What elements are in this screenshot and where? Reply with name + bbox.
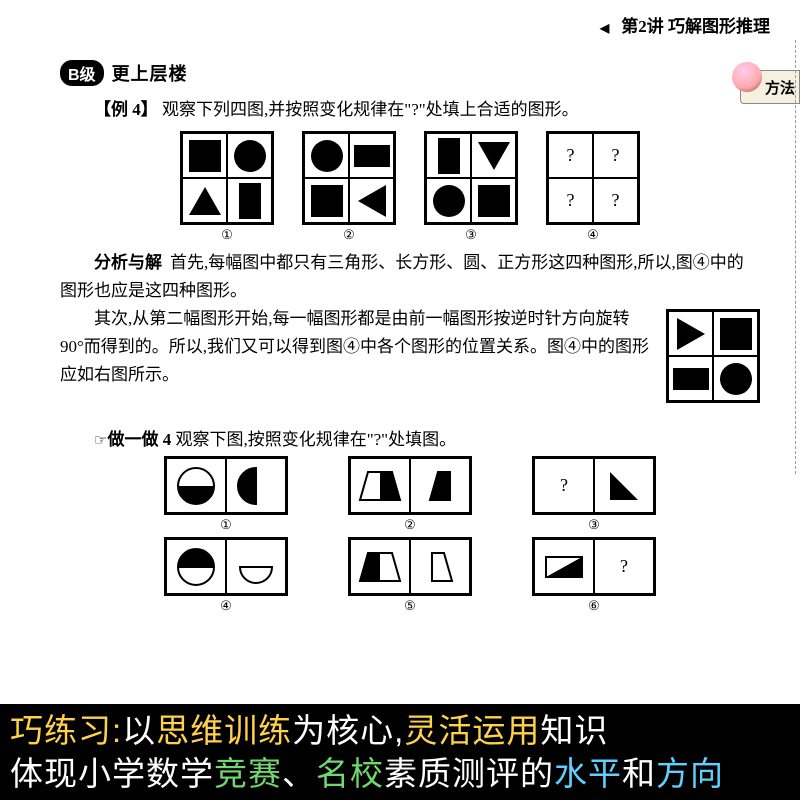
banner-line-2: 体现小学数学竞赛、名校素质测评的水平和方向 xyxy=(10,753,790,796)
square-icon xyxy=(311,185,343,217)
grid-2: ② xyxy=(302,131,396,243)
rect-icon xyxy=(673,368,709,390)
hand-icon: ☞ xyxy=(94,433,107,449)
pair-5-label: ⑤ xyxy=(404,598,416,614)
square-icon xyxy=(720,318,752,350)
page-divider xyxy=(795,40,796,474)
pair-6: ? ⑥ xyxy=(532,537,656,614)
banner-text: 素质测评的 xyxy=(384,755,554,792)
example-4-grids: ① ② ③ ? ? ? ? xyxy=(60,131,760,243)
banner-text: 巧练习: xyxy=(10,712,122,749)
trapezoid-half-icon xyxy=(418,466,462,506)
pair-5: ⑤ xyxy=(348,537,472,614)
analysis-p1: 首先,每幅图中都只有三角形、长方形、圆、正方形这四种图形,所以,图④中的图形也应… xyxy=(60,253,744,300)
banner-text: 名校 xyxy=(316,755,384,792)
circle-half-top-icon xyxy=(176,547,216,587)
mascot-icon xyxy=(732,62,762,92)
question-mark: ? xyxy=(612,145,620,166)
rect-icon xyxy=(239,183,261,219)
analysis-block: 分析与解首先,每幅图中都只有三角形、长方形、圆、正方形这四种图形,所以,图④中的… xyxy=(60,249,760,407)
chapter-header: 第2讲 巧解图形推理 xyxy=(600,12,770,37)
grid-3: ③ xyxy=(424,131,518,243)
circle-half-bottom-icon xyxy=(176,466,216,506)
bottom-banner: 巧练习:以思维训练为核心,灵活运用知识 体现小学数学竞赛、名校素质测评的水平和方… xyxy=(0,704,800,800)
square-icon xyxy=(478,185,510,217)
question-mark: ? xyxy=(620,556,628,577)
banner-text: 以 xyxy=(122,712,156,749)
level-badge: B级 xyxy=(60,60,104,86)
right-triangle-icon xyxy=(604,466,644,506)
level-title: 更上层楼 xyxy=(112,60,188,86)
circle-icon xyxy=(311,140,343,172)
triangle-right-icon xyxy=(677,318,705,350)
pair-1-label: ① xyxy=(220,517,232,533)
pair-4-label: ④ xyxy=(220,598,232,614)
banner-text: 思维训练 xyxy=(156,712,292,749)
pair-2-label: ② xyxy=(404,517,416,533)
practice-pairs: ① ② ? ③ xyxy=(60,456,760,614)
square-icon xyxy=(189,140,221,172)
trapezoid-icon xyxy=(358,466,402,506)
pair-3-label: ③ xyxy=(588,517,600,533)
rect-icon xyxy=(354,145,390,167)
practice-4-title: ☞做一做 4 观察下图,按照变化规律在"?"处填图。 xyxy=(60,425,760,450)
practice-4-prompt: 观察下图,按照变化规律在"?"处填图。 xyxy=(175,430,456,449)
pair-2: ② xyxy=(348,456,472,533)
pair-4: ④ xyxy=(164,537,288,614)
question-mark: ? xyxy=(612,190,620,211)
banner-text: 水平 xyxy=(554,755,622,792)
grid-1-label: ① xyxy=(221,227,233,243)
banner-text: 知识 xyxy=(540,712,608,749)
trapezoid-halfwhite-icon xyxy=(358,547,402,587)
banner-text: 和 xyxy=(622,755,656,792)
grid-3-label: ③ xyxy=(465,227,477,243)
banner-text: 方向 xyxy=(656,755,724,792)
example-4-prompt: 观察下列四图,并按照变化规律在"?"处填上合适的图形。 xyxy=(162,100,579,119)
grid-4: ? ? ? ? ④ xyxy=(546,131,640,243)
banner-text: 体现小学数学 xyxy=(10,755,214,792)
analysis-p2: 其次,从第二幅图形开始,每一幅图形都是由前一幅图形按逆时针方向旋转 90°而得到… xyxy=(60,305,760,389)
rect-diag-icon xyxy=(542,547,586,587)
banner-text: 灵活运用 xyxy=(404,712,540,749)
circle-icon xyxy=(720,363,752,395)
circle-half-left-icon xyxy=(236,466,276,506)
banner-text: 竞赛 xyxy=(214,755,282,792)
grid-1: ① xyxy=(180,131,274,243)
example-4-title: 【例 4】 观察下列四图,并按照变化规律在"?"处填上合适的图形。 xyxy=(60,96,760,123)
triangle-up-icon xyxy=(189,187,221,215)
rect-icon xyxy=(438,138,460,174)
pair-6-label: ⑥ xyxy=(588,598,600,614)
banner-text: 为核心, xyxy=(292,712,404,749)
circle-icon xyxy=(433,185,465,217)
triangle-down-icon xyxy=(478,142,510,170)
triangle-left-icon xyxy=(358,185,386,217)
grid-2-label: ② xyxy=(343,227,355,243)
semicircle-down-icon xyxy=(236,547,276,587)
analysis-lead: 分析与解 xyxy=(94,253,162,272)
circle-icon xyxy=(234,140,266,172)
question-mark: ? xyxy=(560,475,568,496)
pair-1: ① xyxy=(164,456,288,533)
level-header: B级 更上层楼 xyxy=(60,60,760,86)
example-4-label: 【例 4】 xyxy=(94,100,158,119)
question-mark: ? xyxy=(567,190,575,211)
pair-3: ? ③ xyxy=(532,456,656,533)
question-mark: ? xyxy=(567,145,575,166)
answer-grid xyxy=(666,309,760,403)
grid-4-label: ④ xyxy=(587,227,599,243)
trapezoid-right-outline-icon xyxy=(418,547,462,587)
banner-text: 、 xyxy=(282,755,316,792)
practice-4-label: 做一做 4 xyxy=(107,430,171,449)
banner-line-1: 巧练习:以思维训练为核心,灵活运用知识 xyxy=(10,710,790,753)
